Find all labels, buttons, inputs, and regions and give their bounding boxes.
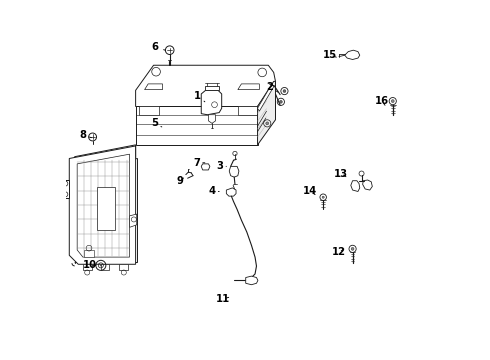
Polygon shape (119, 264, 128, 270)
Polygon shape (74, 145, 136, 169)
Circle shape (283, 90, 286, 93)
Text: 16: 16 (375, 96, 389, 106)
Polygon shape (229, 166, 239, 177)
Polygon shape (258, 84, 274, 111)
Circle shape (100, 265, 101, 266)
Circle shape (392, 100, 394, 103)
Text: 12: 12 (332, 247, 346, 257)
Text: 10: 10 (83, 260, 97, 270)
Polygon shape (208, 115, 216, 123)
Text: 14: 14 (303, 186, 318, 197)
Polygon shape (83, 264, 92, 270)
Polygon shape (139, 107, 159, 116)
Text: 9: 9 (176, 176, 184, 186)
Polygon shape (245, 276, 258, 285)
Polygon shape (145, 84, 163, 90)
Circle shape (279, 100, 282, 103)
Polygon shape (344, 50, 360, 59)
Text: 6: 6 (151, 42, 166, 52)
Polygon shape (136, 65, 275, 107)
Polygon shape (238, 84, 259, 90)
Polygon shape (63, 180, 69, 198)
Polygon shape (258, 81, 275, 145)
Text: 2: 2 (267, 82, 278, 92)
Polygon shape (351, 181, 360, 192)
Text: 15: 15 (323, 50, 338, 60)
Text: 7: 7 (193, 158, 205, 168)
Text: 8: 8 (79, 130, 92, 140)
Polygon shape (201, 90, 221, 115)
Circle shape (351, 247, 354, 250)
Polygon shape (205, 86, 219, 90)
Polygon shape (226, 188, 236, 196)
Text: 3: 3 (217, 161, 226, 171)
Circle shape (266, 122, 269, 125)
Circle shape (322, 196, 324, 198)
Polygon shape (97, 187, 115, 230)
Polygon shape (363, 180, 372, 190)
Polygon shape (129, 214, 137, 227)
Text: 5: 5 (151, 118, 162, 128)
Polygon shape (101, 264, 109, 270)
Polygon shape (69, 146, 136, 264)
Polygon shape (238, 107, 258, 116)
Text: 11: 11 (216, 294, 230, 304)
Text: 13: 13 (334, 168, 348, 179)
Text: 4: 4 (208, 186, 219, 197)
Polygon shape (77, 154, 129, 257)
Text: 1: 1 (194, 91, 205, 102)
Polygon shape (201, 164, 210, 170)
Polygon shape (74, 158, 137, 262)
Polygon shape (136, 107, 258, 145)
Polygon shape (84, 250, 95, 257)
